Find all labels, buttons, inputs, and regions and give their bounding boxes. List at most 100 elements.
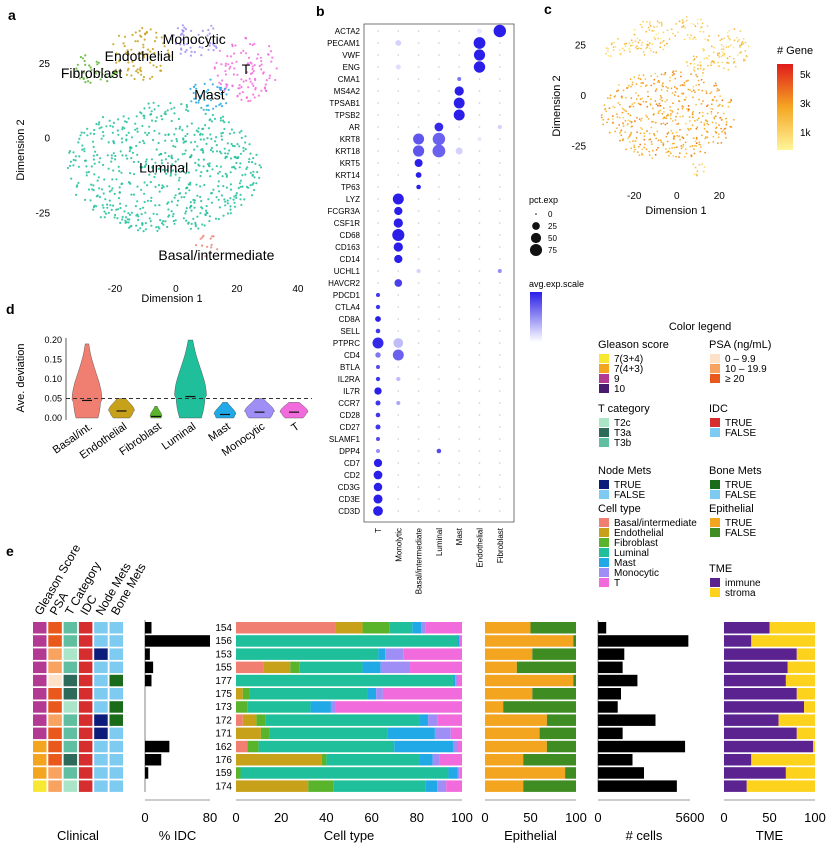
- gleason-legend-swatch: [599, 354, 609, 363]
- dot-background: [438, 486, 440, 488]
- tsne-point: [229, 205, 232, 208]
- tsne-point: [236, 73, 239, 76]
- expression-dot: [414, 158, 423, 168]
- dot-background: [458, 318, 461, 320]
- gene-count-point: [719, 95, 722, 97]
- gene-count-point: [648, 154, 651, 157]
- tsne-point: [125, 134, 128, 137]
- clinical-cell: [48, 740, 62, 753]
- gene-count-point: [702, 72, 704, 74]
- tsne-point: [143, 200, 146, 204]
- tsne-point: [146, 133, 149, 136]
- gene-count-point: [694, 166, 697, 169]
- tsne-point: [181, 29, 184, 32]
- dot-background: [397, 306, 400, 308]
- gene-count-point: [717, 136, 720, 139]
- gleason-legend-label: 9: [614, 374, 620, 385]
- tsne-point: [147, 48, 150, 51]
- dot-background: [438, 306, 440, 308]
- gene-count-point: [661, 23, 663, 25]
- tsne-point: [184, 172, 187, 175]
- tme-immune-segment: [724, 780, 747, 792]
- dot-background: [397, 270, 400, 272]
- gene-count-point: [605, 52, 607, 55]
- dot-background: [458, 66, 461, 68]
- tsne-point: [186, 125, 189, 128]
- gleason-legend-label: 7(3+4): [614, 354, 643, 365]
- gene-count-point: [717, 105, 719, 107]
- dot-background: [499, 354, 501, 356]
- tsne-point: [138, 57, 141, 60]
- tsne-point: [93, 162, 96, 165]
- tsne-point: [90, 183, 93, 186]
- gene-count-point: [710, 110, 713, 113]
- tsne-point: [143, 107, 146, 110]
- gene-count-point: [725, 123, 728, 126]
- gene-label: TPSB2: [335, 111, 361, 120]
- gene-count-point: [739, 44, 741, 47]
- tsne-point: [73, 72, 76, 76]
- celltype-segment: [236, 740, 248, 753]
- tsne-point: [142, 78, 145, 81]
- dot-background: [458, 270, 461, 272]
- tsne-point: [114, 154, 117, 158]
- tsne-point: [167, 208, 170, 211]
- gene-count-point: [712, 60, 715, 63]
- celltype-tick-label: 40: [319, 810, 333, 825]
- tsne-point: [240, 51, 243, 55]
- violin: [213, 402, 237, 419]
- y-axis-label: Dimension 2: [551, 75, 563, 136]
- gene-count-point: [638, 118, 641, 121]
- tsne-point: [199, 185, 202, 188]
- tsne-point: [148, 106, 151, 109]
- tsne-point: [209, 78, 212, 81]
- psa-legend-swatch: [710, 354, 720, 363]
- tsne-point: [110, 160, 113, 163]
- tsne-point: [185, 103, 188, 107]
- gene-count-point: [653, 134, 656, 137]
- tsne-point: [103, 216, 106, 219]
- tsne-point: [111, 125, 114, 128]
- tsne-point: [237, 156, 240, 159]
- tsne-point: [121, 218, 124, 221]
- tsne-point: [199, 95, 202, 98]
- celltype-tick-label: 0: [232, 810, 239, 825]
- gene-count-point: [691, 124, 694, 126]
- tsne-point: [95, 205, 98, 208]
- celltype-segment: [457, 740, 462, 753]
- tsne-point: [249, 61, 252, 64]
- gene-count-point: [701, 111, 704, 114]
- epithelial-false-segment: [532, 688, 576, 700]
- tsne-point: [219, 88, 222, 91]
- tsne-point: [183, 43, 186, 46]
- tsne-point: [238, 84, 241, 87]
- colorbar-title: # Gene: [777, 45, 813, 57]
- tsne-point: [92, 205, 95, 209]
- tsne-point: [200, 199, 203, 203]
- tme-legend-swatch: [710, 578, 720, 587]
- gene-count-point: [704, 151, 706, 154]
- tsne-point: [170, 200, 173, 203]
- gene-count-point: [633, 33, 636, 36]
- clinical-cell: [48, 767, 62, 779]
- gene-count-point: [650, 143, 653, 146]
- clinical-cell: [94, 780, 108, 792]
- gene-count-point: [629, 120, 631, 122]
- idc-bar: [145, 674, 152, 687]
- tsne-point: [70, 177, 73, 180]
- gene-count-point: [703, 127, 706, 130]
- tsne-point: [245, 96, 248, 99]
- expression-dot: [413, 133, 425, 145]
- gene-count-point: [720, 55, 723, 58]
- tsne-point: [185, 207, 188, 210]
- tsne-point: [125, 121, 128, 124]
- dot-background: [478, 330, 481, 332]
- gene-count-point: [716, 52, 719, 55]
- gene-count-point: [636, 47, 639, 50]
- gene-count-point: [737, 40, 739, 43]
- gene-count-point: [685, 152, 688, 155]
- dot-background: [499, 438, 501, 440]
- gene-count-point: [710, 91, 713, 94]
- y-tick-label: 0: [44, 134, 50, 145]
- clinical-cell: [33, 740, 47, 753]
